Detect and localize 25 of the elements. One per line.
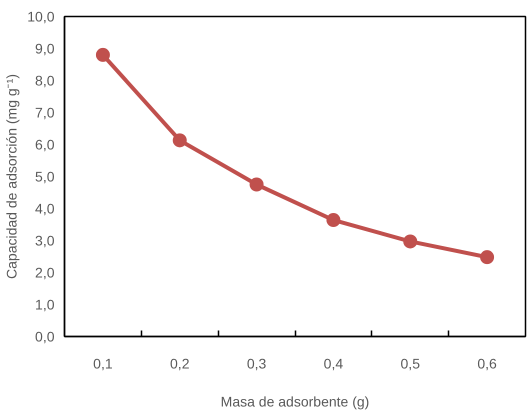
y-tick-label: 4,0 xyxy=(35,200,55,216)
point xyxy=(403,234,418,248)
x-tick-label: 0,4 xyxy=(324,356,344,372)
y-tick-label: 2,0 xyxy=(35,264,55,280)
x-tick-label: 0,1 xyxy=(93,356,113,372)
y-tick-label: 6,0 xyxy=(35,136,55,152)
y-tick-label: 10,0 xyxy=(27,8,55,24)
y-tick-label: 7,0 xyxy=(35,104,55,120)
y-tick-label: 5,0 xyxy=(35,168,55,184)
y-axis-title: Capacidad de adsorción (mg g⁻¹) xyxy=(3,74,20,279)
point xyxy=(172,133,187,148)
x-axis-title: Masa de adsorbente (g) xyxy=(220,394,370,410)
point xyxy=(480,250,494,264)
point xyxy=(96,48,110,62)
x-tick-label: 0,5 xyxy=(400,356,420,372)
x-tick-label: 0,2 xyxy=(170,356,190,372)
x-tick-label: 0,3 xyxy=(246,356,267,372)
y-tick-label: 9,0 xyxy=(35,40,55,56)
y-tick-label: 3,0 xyxy=(35,232,55,248)
y-tick-label: 1,0 xyxy=(35,296,55,312)
x-tick-label: 0,6 xyxy=(477,356,498,372)
point xyxy=(326,213,340,228)
point xyxy=(250,178,264,192)
y-tick-label: 0,0 xyxy=(35,328,55,344)
y-tick-label: 8,0 xyxy=(35,72,55,88)
